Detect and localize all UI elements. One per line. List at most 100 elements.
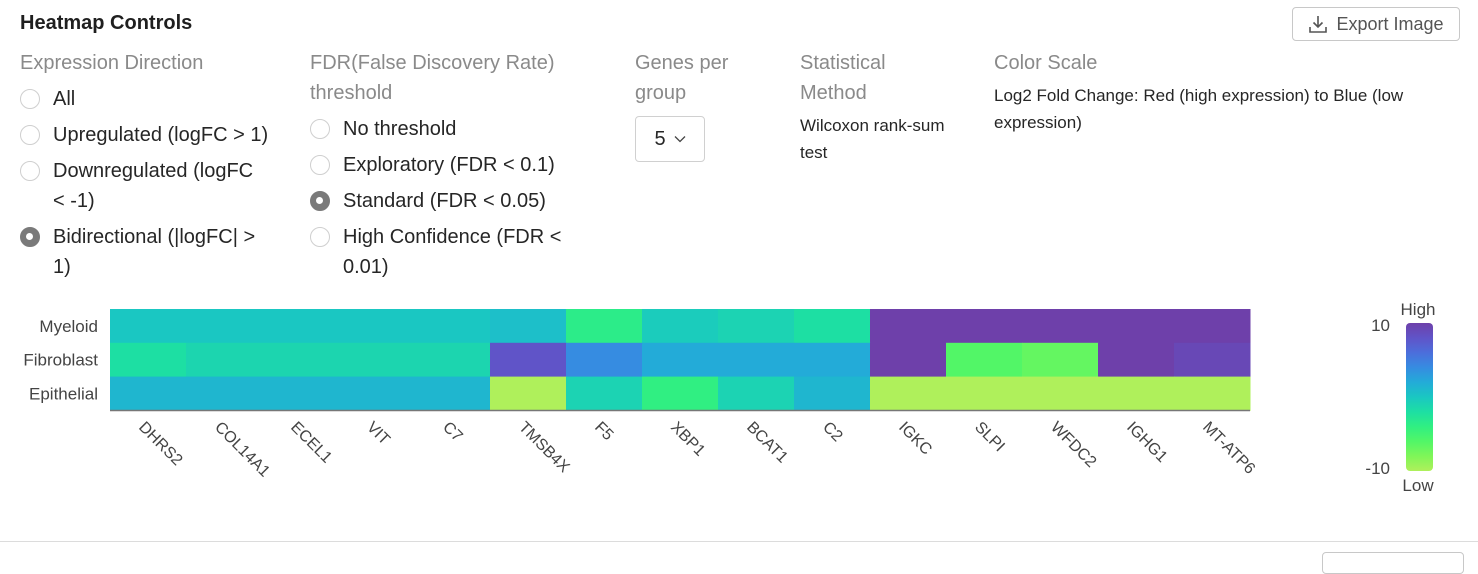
heatmap-cell[interactable]	[262, 342, 339, 378]
heatmap-cell[interactable]	[946, 309, 1023, 344]
heatmap-cell[interactable]	[1174, 342, 1251, 378]
heatmap-cell[interactable]	[110, 376, 187, 411]
heatmap-cell[interactable]	[186, 309, 263, 344]
export-label: Export Image	[1336, 13, 1444, 34]
radio-label-line2: 1)	[53, 256, 71, 278]
colorbar-high-label: High	[1401, 300, 1436, 319]
heatmap-cell[interactable]	[338, 376, 415, 411]
color-scale-group: Color Scale Log2 Fold Change: Red (high …	[994, 48, 1403, 136]
radio-label: Downregulated (logFC < -1)	[53, 156, 253, 216]
radio-circle-icon[interactable]	[310, 227, 330, 247]
colorbar-max-label: 10	[1371, 316, 1390, 335]
radio-circle-icon[interactable]	[310, 119, 330, 139]
color-scale-label: Color Scale	[994, 52, 1098, 74]
expression_direction-radio-3[interactable]: Bidirectional (|logFC| > 1)	[20, 222, 268, 282]
heatmap-cell[interactable]	[794, 309, 871, 344]
column-label: BCAT1	[743, 419, 791, 467]
fdr-radio-0[interactable]: No threshold	[310, 114, 561, 144]
radio-circle-icon[interactable]	[20, 125, 40, 145]
expression_direction-radio-2[interactable]: Downregulated (logFC < -1)	[20, 156, 268, 216]
statistical-method-label-2: Method	[800, 82, 867, 104]
heatmap-cell[interactable]	[870, 342, 947, 378]
heatmap-cell[interactable]	[946, 376, 1023, 411]
heatmap-cell[interactable]	[1022, 342, 1099, 378]
radio-label: High Confidence (FDR < 0.01)	[343, 222, 561, 282]
export-image-button[interactable]: Export Image	[1292, 7, 1460, 41]
heatmap-cell[interactable]	[338, 342, 415, 378]
radio-label-line1: No threshold	[343, 118, 457, 140]
column-label: C2	[819, 419, 846, 446]
radio-label: Bidirectional (|logFC| > 1)	[53, 222, 255, 282]
heatmap-cell[interactable]	[718, 376, 795, 411]
heatmap-cell[interactable]	[1174, 309, 1251, 344]
heatmap-cell[interactable]	[566, 376, 643, 411]
heatmap-cell[interactable]	[414, 309, 491, 344]
heatmap-cell[interactable]	[718, 342, 795, 378]
radio-label-line2: 0.01)	[343, 256, 389, 278]
heatmap-cell[interactable]	[338, 309, 415, 344]
heatmap-cell[interactable]	[718, 309, 795, 344]
row-label: Myeloid	[39, 317, 98, 336]
heatmap-cell[interactable]	[642, 342, 719, 378]
bottom-button[interactable]	[1322, 552, 1464, 574]
heatmap-cell[interactable]	[870, 376, 947, 411]
column-label: MT-ATP6	[1199, 419, 1258, 478]
heatmap-cell[interactable]	[794, 376, 871, 411]
genes-per-group-group: Genes per group	[635, 48, 728, 108]
radio-circle-icon[interactable]	[310, 155, 330, 175]
fdr-label-1: FDR(False Discovery Rate)	[310, 52, 555, 74]
heatmap-cell[interactable]	[490, 309, 567, 344]
fdr-radio-2[interactable]: Standard (FDR < 0.05)	[310, 186, 561, 216]
radio-label-line1: Bidirectional (|logFC| >	[53, 226, 256, 248]
row-label: Epithelial	[29, 385, 98, 404]
heatmap-cell[interactable]	[186, 342, 263, 378]
column-label: SLPI	[971, 419, 1008, 456]
heatmap-cell[interactable]	[414, 376, 491, 411]
heatmap-cell[interactable]	[490, 342, 567, 378]
colorbar	[1406, 323, 1433, 471]
heatmap-cell[interactable]	[490, 376, 567, 411]
column-label: F5	[591, 419, 616, 444]
statistical-method-group: Statistical Method Wilcoxon rank-sum tes…	[800, 48, 945, 166]
heatmap-cell[interactable]	[262, 376, 339, 411]
heatmap-cell[interactable]	[1022, 376, 1099, 411]
genes-per-group-label-1: Genes per	[635, 52, 729, 74]
heatmap-cell[interactable]	[110, 342, 187, 378]
chevron-down-icon	[674, 136, 686, 143]
radio-circle-icon[interactable]	[20, 227, 40, 247]
column-label: IGHG1	[1123, 419, 1170, 466]
fdr-radio-3[interactable]: High Confidence (FDR < 0.01)	[310, 222, 561, 282]
expression_direction-radio-0[interactable]: All	[20, 84, 268, 114]
radio-circle-icon[interactable]	[20, 89, 40, 109]
heatmap-cell[interactable]	[1098, 376, 1175, 411]
radio-label-line1: Standard (FDR < 0.05)	[343, 190, 546, 212]
column-label: VIT	[363, 419, 393, 449]
expression-direction-group: Expression Direction All Upregulated (log…	[20, 48, 268, 282]
row-label: Fibroblast	[23, 351, 98, 370]
heatmap-cell[interactable]	[566, 342, 643, 378]
fdr-radio-1[interactable]: Exploratory (FDR < 0.1)	[310, 150, 561, 180]
expression_direction-radio-1[interactable]: Upregulated (logFC > 1)	[20, 120, 268, 150]
statistical-method-value-1: Wilcoxon rank-sum	[800, 116, 945, 135]
heatmap-cell[interactable]	[1022, 309, 1099, 344]
radio-circle-icon[interactable]	[310, 191, 330, 211]
heatmap-cell[interactable]	[262, 309, 339, 344]
heatmap-cell[interactable]	[1174, 376, 1251, 411]
heatmap-cell[interactable]	[642, 309, 719, 344]
heatmap-cell[interactable]	[794, 342, 871, 378]
radio-label: Upregulated (logFC > 1)	[53, 120, 268, 150]
genes-per-group-select[interactable]: 5	[635, 116, 705, 162]
radio-label-line1: Upregulated (logFC > 1)	[53, 124, 269, 146]
radio-label: Exploratory (FDR < 0.1)	[343, 150, 555, 180]
heatmap-cell[interactable]	[1098, 342, 1175, 378]
heatmap-cell[interactable]	[642, 376, 719, 411]
heatmap-cell[interactable]	[870, 309, 947, 344]
heatmap-cell[interactable]	[946, 342, 1023, 378]
heatmap-cell[interactable]	[186, 376, 263, 411]
heatmap-cell[interactable]	[566, 309, 643, 344]
column-label: C7	[439, 419, 466, 446]
heatmap-cell[interactable]	[110, 309, 187, 344]
radio-circle-icon[interactable]	[20, 161, 40, 181]
heatmap-cell[interactable]	[414, 342, 491, 378]
heatmap-cell[interactable]	[1098, 309, 1175, 344]
